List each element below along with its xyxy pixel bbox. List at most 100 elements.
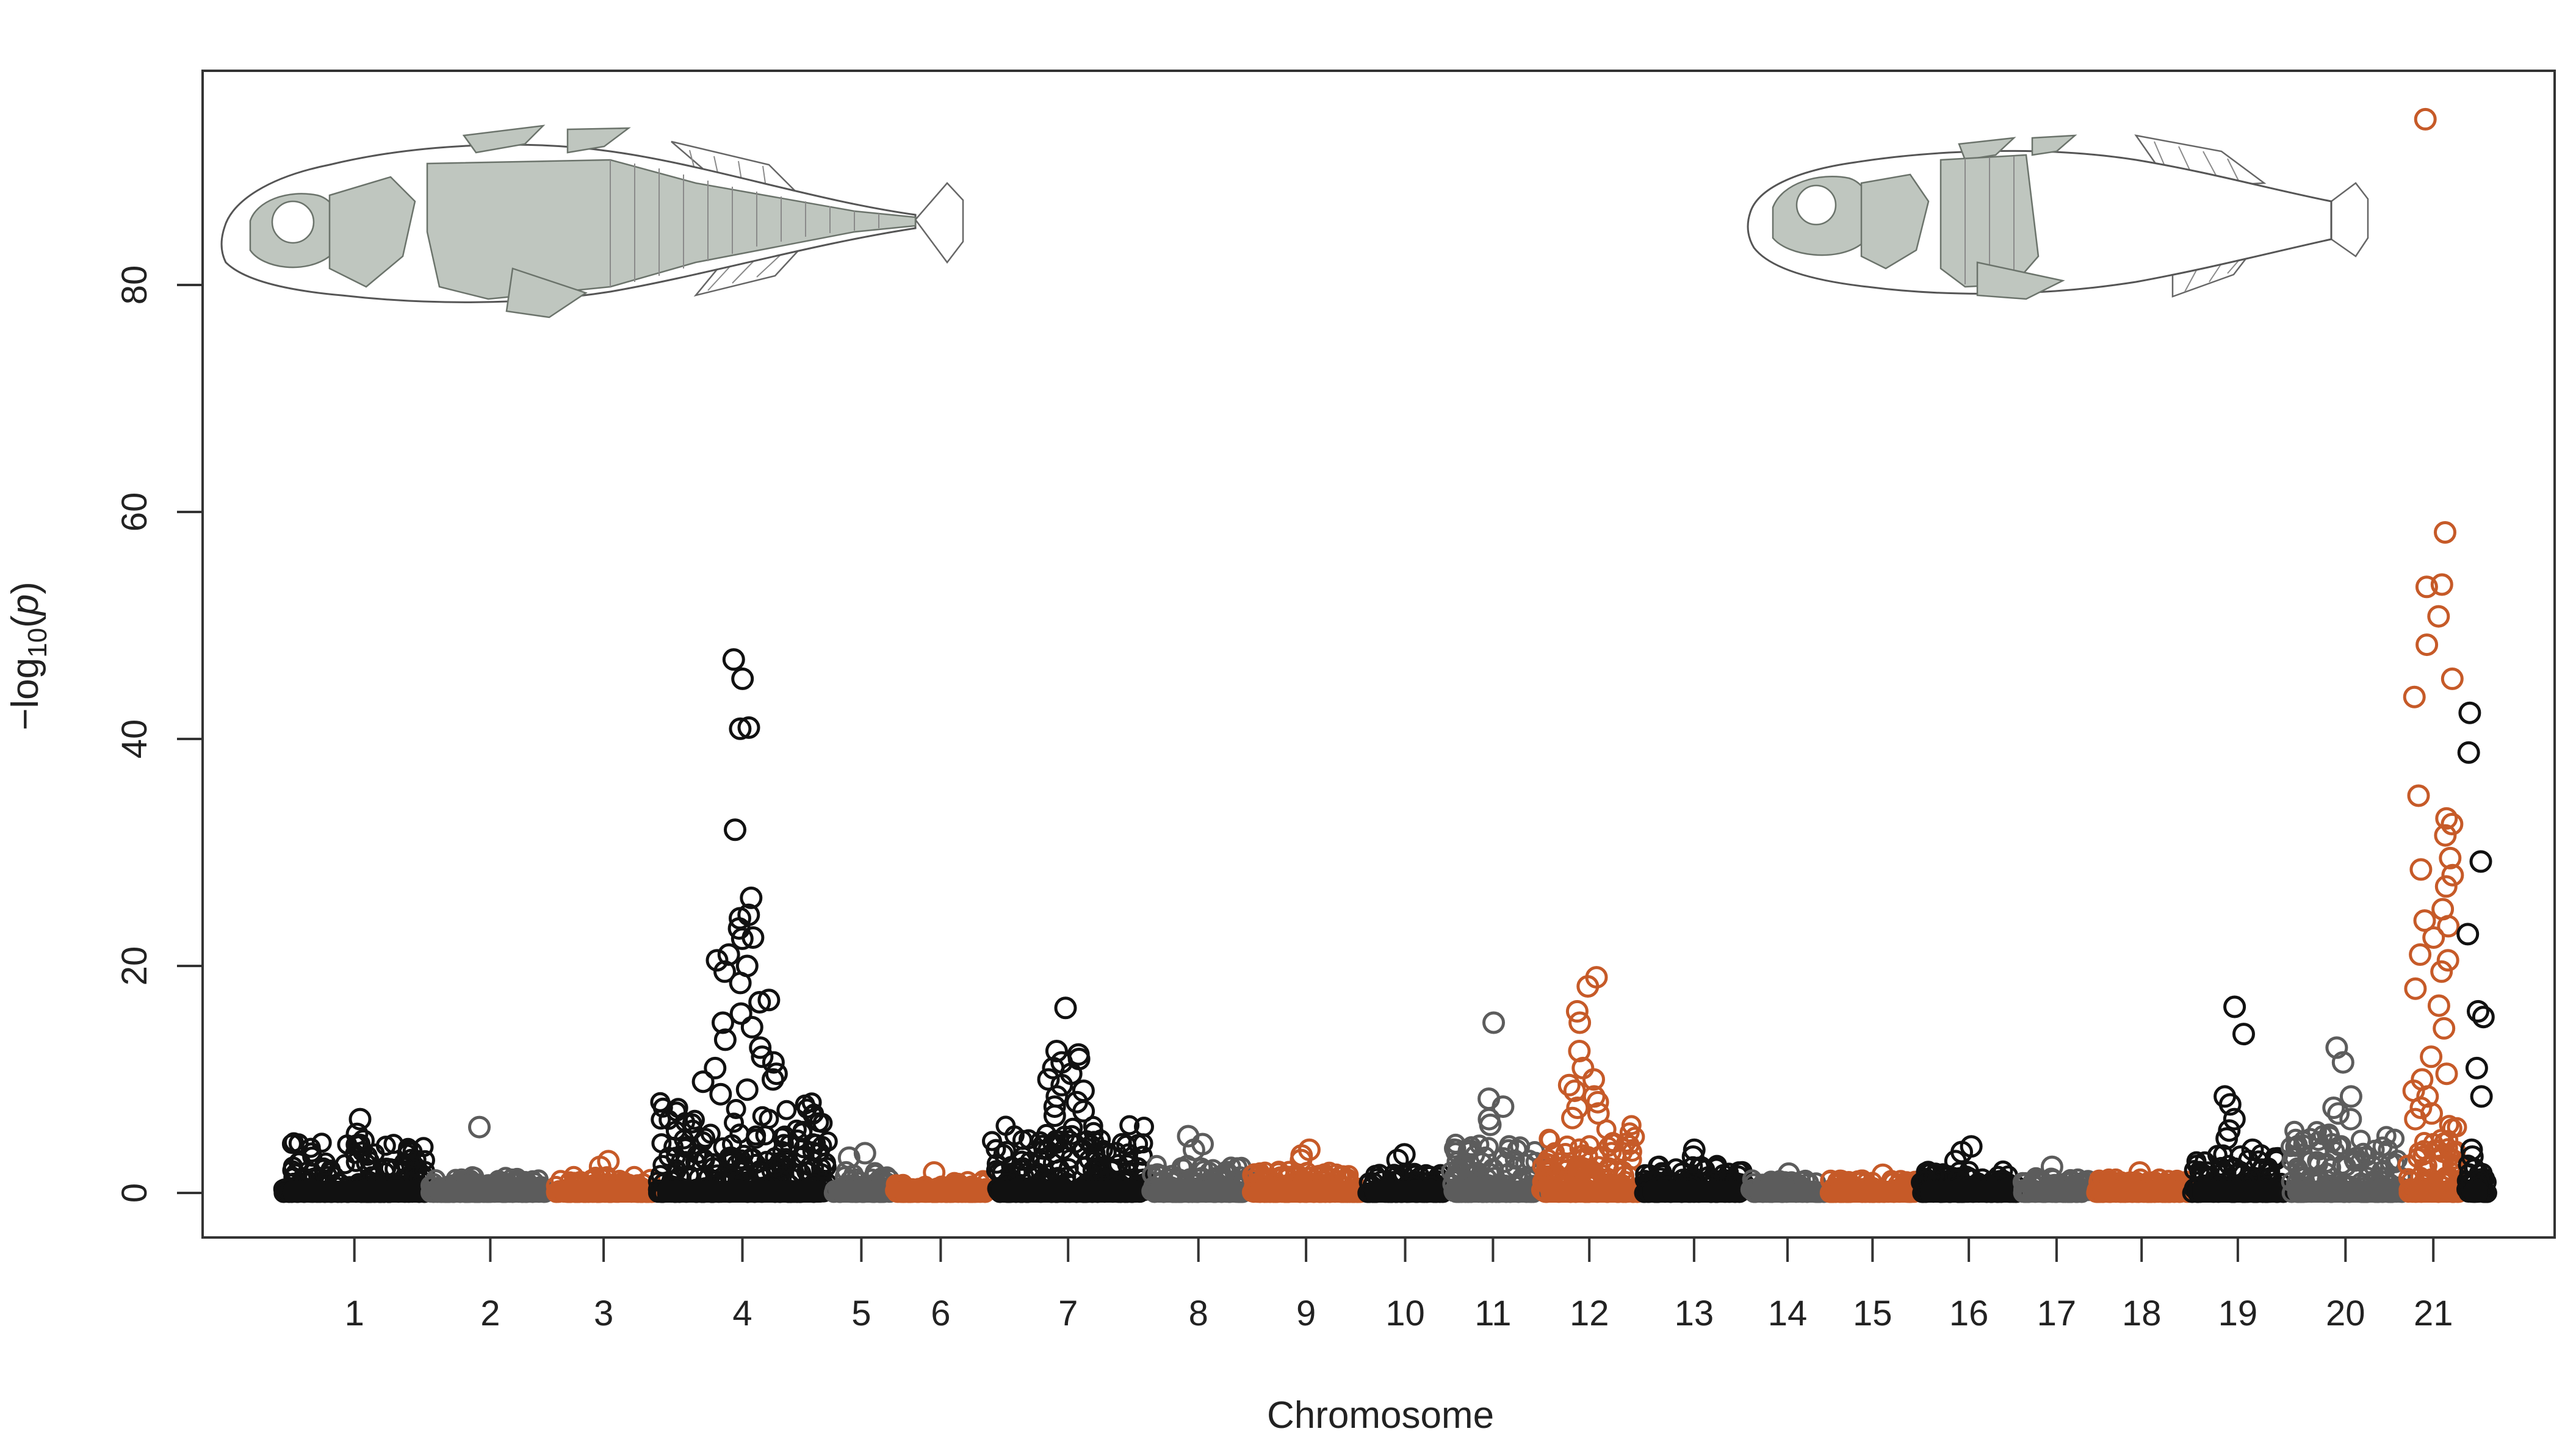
peak-snp-point <box>735 1078 759 1101</box>
baseline-band <box>2464 1181 2488 1203</box>
chromosome-13-points <box>1634 1138 1755 1203</box>
baseline-band <box>2096 1181 2188 1203</box>
baseline-band <box>1450 1181 1536 1203</box>
snp-point <box>2307 1121 2327 1142</box>
baseline-band <box>2407 1181 2459 1203</box>
x-tick-label-18: 18 <box>2122 1294 2162 1333</box>
snp-point <box>650 1092 671 1112</box>
snp-point <box>1086 1158 1106 1178</box>
snp-point <box>1119 1115 1140 1136</box>
baseline-band <box>283 1181 426 1203</box>
baseline-band <box>1365 1181 1446 1203</box>
chromosome-15-points <box>1819 1163 1925 1203</box>
peak-snp-point <box>713 1028 737 1051</box>
snp-point <box>2431 1129 2452 1150</box>
peak-snp-point <box>2040 1155 2063 1178</box>
x-tick-label-2: 2 <box>480 1294 500 1333</box>
peak-snp-point <box>2415 633 2439 657</box>
peak-snp-point <box>2467 1000 2489 1023</box>
x-tick-label-8: 8 <box>1189 1294 1208 1333</box>
snp-point <box>1602 1133 1622 1153</box>
peak-snp-point <box>1482 1011 1505 1034</box>
snp-point <box>1478 1137 1499 1158</box>
y-axis-title-log: −log <box>4 658 46 730</box>
peak-snp-point <box>1050 1073 1073 1097</box>
peak-snp-point <box>1182 1138 1205 1161</box>
snp-point <box>1133 1133 1153 1154</box>
x-tick-label-20: 20 <box>2326 1294 2365 1333</box>
peak-snp-point <box>1393 1143 1416 1166</box>
peak-snp-point <box>757 989 781 1012</box>
snp-point <box>765 1157 785 1178</box>
peak-snp-point <box>2465 1056 2488 1079</box>
peak-snp-point <box>1290 1148 1313 1172</box>
chromosome-9-points <box>1241 1138 1371 1203</box>
snp-point <box>1601 1142 1622 1162</box>
x-tick-label-11: 11 <box>1474 1294 1511 1333</box>
dorsal-spines-right <box>1958 134 2077 161</box>
snp-point <box>345 1151 366 1172</box>
peak-snp-point <box>2232 1023 2255 1046</box>
peak-snp-point <box>705 949 729 972</box>
chromosome-8-points <box>1141 1125 1257 1203</box>
snp-point <box>666 1159 687 1180</box>
snp-point <box>2211 1157 2232 1177</box>
snp-point <box>1044 1144 1065 1164</box>
peak-snp-point <box>1587 1102 1610 1125</box>
snp-point <box>2287 1134 2308 1155</box>
baseline-band <box>1750 1181 1825 1203</box>
snp-point <box>816 1153 836 1173</box>
snp-point <box>993 1144 1014 1164</box>
baseline-band <box>1150 1181 1247 1203</box>
x-tick-label-21: 21 <box>2414 1294 2453 1333</box>
peak-snp-point <box>740 886 763 909</box>
snp-point <box>722 1134 742 1154</box>
peak-snp-point <box>1576 975 1600 998</box>
snp-point <box>755 1125 776 1146</box>
peak-snp-point <box>2427 605 2450 628</box>
peak-snp-point <box>2441 863 2464 887</box>
lateral-plates-left <box>426 159 917 300</box>
snp-point <box>1625 1126 1645 1147</box>
peak-snp-point <box>2420 1045 2443 1068</box>
snp-point <box>1706 1158 1727 1178</box>
peak-snp-point <box>2435 1062 2458 1086</box>
chromosome-18-points <box>2086 1161 2198 1203</box>
peak-snp-point <box>2461 1145 2484 1168</box>
x-tick-label-7: 7 <box>1058 1294 1078 1333</box>
peak-snp-point <box>2441 813 2464 835</box>
y-axis-title-open-paren: ( <box>4 615 46 628</box>
peak-snp-point <box>1479 1113 1502 1136</box>
peak-snp-point <box>2409 943 2432 966</box>
snp-point <box>2353 1142 2373 1163</box>
peak-snp-point <box>2229 1145 2253 1168</box>
x-tick-label-12: 12 <box>1570 1294 1609 1333</box>
opercle-left <box>328 176 416 288</box>
peak-snp-point <box>2404 1108 2427 1131</box>
snp-point <box>1118 1143 1139 1164</box>
snp-point <box>1081 1134 1102 1155</box>
snp-point <box>1540 1129 1560 1150</box>
y-tick-label-40: 40 <box>115 719 154 759</box>
peak-snp-point <box>1944 1150 1967 1173</box>
snp-point <box>281 1134 302 1154</box>
baseline-band <box>430 1181 550 1203</box>
snp-point <box>1019 1129 1039 1150</box>
snp-point <box>721 1149 741 1170</box>
peak-snp-point <box>2434 521 2456 544</box>
peak-snp-point <box>729 717 752 740</box>
peak-snp-point <box>2218 1093 2242 1116</box>
peak-snp-point <box>1045 1040 1068 1062</box>
x-tick-label-16: 16 <box>1949 1294 1989 1333</box>
caudal-fin-left <box>914 182 964 264</box>
snp-point <box>804 1103 824 1124</box>
snp-point <box>359 1150 380 1171</box>
fully-plated-stickleback-illustration <box>220 124 964 319</box>
baseline-band <box>1540 1181 1638 1203</box>
peak-snp-point <box>2241 1138 2264 1161</box>
snp-point <box>665 1120 686 1141</box>
peak-snp-point <box>2339 1108 2362 1131</box>
peak-snp-point <box>731 667 754 690</box>
peak-snp-point <box>2215 1127 2239 1150</box>
chromosome-unplaced-points <box>2456 701 2497 1203</box>
